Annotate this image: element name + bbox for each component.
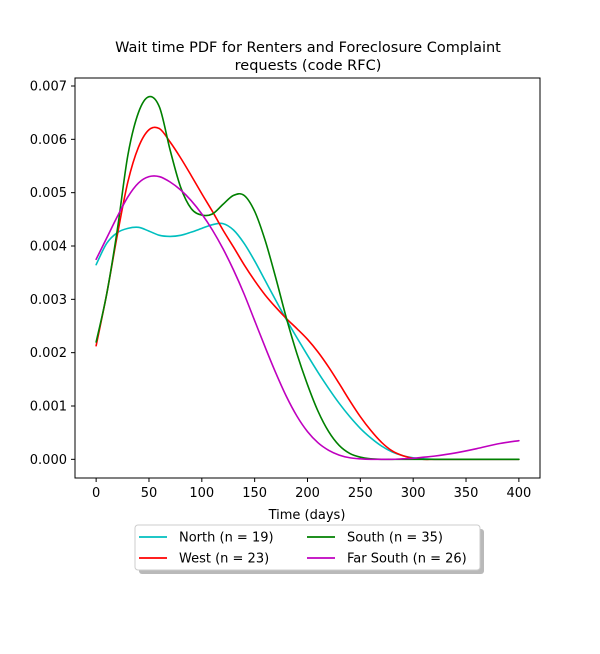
y-tick-label: 0.006	[30, 133, 67, 148]
series-lines	[95, 95, 520, 461]
legend-label-3: Far South (n = 26)	[347, 552, 467, 567]
legend-items: North (n = 19) West (n = 23) South (n = 35…	[139, 531, 467, 567]
y-tick-label: 0.001	[30, 400, 67, 415]
x-axis-ticks: 0 50 100 150 200 250 300 350 400	[92, 478, 531, 501]
x-axis-label: Time (days)	[268, 508, 346, 523]
x-tick-label: 50	[141, 486, 158, 501]
x-tick-label: 250	[348, 486, 373, 501]
y-tick-label: 0.003	[30, 293, 67, 308]
legend-label-2: South (n = 35)	[347, 531, 443, 546]
x-tick-label: 200	[295, 486, 320, 501]
y-tick-label: 0.000	[30, 453, 67, 468]
x-tick-label: 300	[401, 486, 426, 501]
x-tick-label: 150	[242, 486, 267, 501]
y-tick-label: 0.002	[30, 346, 67, 361]
x-tick-label: 0	[92, 486, 100, 501]
plot-area-frame	[74, 77, 541, 479]
legend: North (n = 19) West (n = 23) South (n = 35…	[134, 524, 484, 574]
x-tick-label: 350	[454, 486, 479, 501]
series-line-0	[95, 222, 520, 461]
legend-label-1: West (n = 23)	[179, 552, 269, 567]
y-tick-label: 0.007	[30, 80, 67, 95]
y-axis-ticks: 0.000 0.001 0.002 0.003 0.004 0.005 0.006 0.007	[30, 80, 75, 468]
legend-label-0: North (n = 19)	[179, 531, 274, 546]
y-tick-label: 0.004	[30, 240, 67, 255]
x-tick-label: 100	[189, 486, 214, 501]
x-tick-label: 400	[506, 486, 531, 501]
chart-title-line-2: requests (code RFC)	[235, 58, 382, 74]
series-line-3	[95, 175, 520, 461]
series-line-2	[95, 95, 520, 461]
y-tick-label: 0.005	[30, 186, 67, 201]
chart-title-line-1: Wait time PDF for Renters and Foreclosur…	[115, 40, 501, 56]
legend-box	[134, 524, 481, 571]
